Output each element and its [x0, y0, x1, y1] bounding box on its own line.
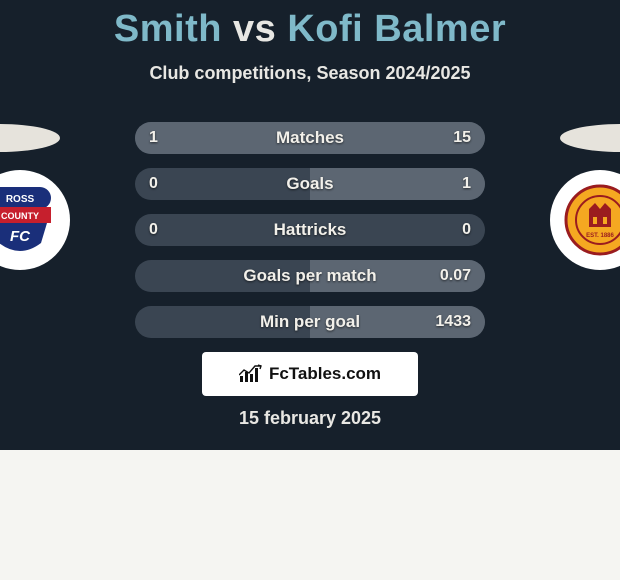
stat-value-right: 0.07 [440, 260, 471, 292]
player1-name: Smith [114, 8, 222, 50]
title: Smith vs Kofi Balmer [0, 0, 620, 51]
branding-badge: FcTables.com [202, 352, 418, 396]
stat-rows: 1 Matches 15 0 Goals 1 0 Hattricks 0 Goa… [135, 122, 485, 352]
stat-value-right: 0 [462, 214, 471, 246]
ross-county-crest-icon: ROSS COUNTY FC [0, 183, 57, 257]
player2-name: Kofi Balmer [287, 8, 506, 50]
motherwell-crest-icon: EST. 1886 [563, 183, 620, 257]
stat-label: Min per goal [135, 306, 485, 338]
decor-ellipse-left [0, 124, 60, 152]
subtitle: Club competitions, Season 2024/2025 [0, 63, 620, 84]
vs-text: vs [233, 8, 276, 50]
svg-text:COUNTY: COUNTY [1, 211, 39, 221]
svg-text:FC: FC [10, 228, 31, 245]
club-crest-right: EST. 1886 [550, 170, 620, 270]
svg-text:ROSS: ROSS [6, 194, 35, 205]
stat-row: 1 Matches 15 [135, 122, 485, 154]
stat-row: Min per goal 1433 [135, 306, 485, 338]
stat-label: Matches [135, 122, 485, 154]
stat-label: Goals [135, 168, 485, 200]
stat-value-right: 1 [462, 168, 471, 200]
branding-text: FcTables.com [269, 364, 381, 384]
stat-row: Goals per match 0.07 [135, 260, 485, 292]
stat-value-right: 15 [453, 122, 471, 154]
stat-label: Hattricks [135, 214, 485, 246]
stat-row: 0 Goals 1 [135, 168, 485, 200]
decor-ellipse-right [560, 124, 620, 152]
comparison-card: Smith vs Kofi Balmer Club competitions, … [0, 0, 620, 450]
date-text: 15 february 2025 [0, 408, 620, 429]
bar-chart-icon [239, 364, 263, 384]
club-crest-left: ROSS COUNTY FC [0, 170, 70, 270]
svg-text:EST. 1886: EST. 1886 [586, 233, 614, 239]
stat-value-right: 1433 [435, 306, 471, 338]
stat-row: 0 Hattricks 0 [135, 214, 485, 246]
stat-label: Goals per match [135, 260, 485, 292]
